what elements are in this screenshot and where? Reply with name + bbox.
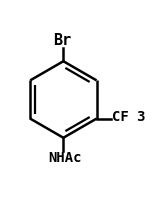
Text: NHAc: NHAc — [48, 151, 82, 165]
Text: Br: Br — [53, 33, 72, 48]
Text: CF 3: CF 3 — [112, 110, 145, 124]
